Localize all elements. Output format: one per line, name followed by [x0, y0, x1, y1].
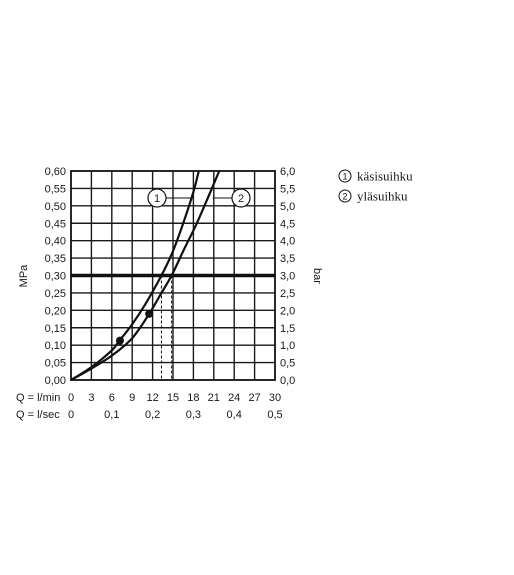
x-tick-lmin: 24 [228, 392, 240, 404]
axis-titles: MPa bar Q = l/min Q = l/sec [16, 264, 323, 421]
y-tick-left: 0,15 [45, 323, 66, 335]
y-tick-left: 0,40 [45, 236, 66, 248]
plot-border [70, 170, 276, 381]
x-tick-lmin: 0 [68, 392, 74, 404]
x-tick-lmin: 21 [208, 392, 220, 404]
y-tick-right: 5,5 [280, 183, 295, 195]
x-axis-lmin-title: Q = l/min [16, 392, 60, 404]
y-tick-right: 2,5 [280, 288, 295, 300]
x-axis-lmin-ticks: 0 3 6 9 12 15 18 21 24 27 30 [68, 392, 281, 404]
y-tick-left: 0,60 [45, 166, 66, 178]
legend-marker-2-number: 2 [342, 192, 347, 202]
curve-2-line [70, 170, 221, 381]
y-tick-right: 3,5 [280, 253, 295, 265]
x-tick-lmin: 3 [88, 392, 94, 404]
plot-frame [70, 170, 276, 381]
curves-group [70, 170, 221, 381]
y-axis-left-title: MPa [18, 264, 30, 288]
y-tick-right: 1,0 [280, 340, 295, 352]
y-tick-left: 0,30 [45, 271, 66, 283]
y-tick-left: 0,50 [45, 201, 66, 213]
curve-2-dot [145, 309, 154, 318]
chart-grid [71, 171, 275, 380]
y-tick-left: 0,20 [45, 305, 66, 317]
legend: 1 käsisuihku 2 yläsuihku [338, 169, 413, 204]
x-tick-lmin: 30 [269, 392, 281, 404]
legend-label-2: yläsuihku [357, 189, 408, 204]
marker-2-number: 2 [238, 193, 244, 205]
legend-marker-1-circle [338, 169, 352, 183]
y-tick-left: 0,35 [45, 253, 66, 265]
reference-drop-lines [160, 275, 173, 380]
y-tick-left: 0,45 [45, 218, 66, 230]
x-axis-lsec-ticks: 0 0,1 0,2 0,3 0,4 0,5 [68, 409, 283, 421]
curve-dots [115, 309, 154, 345]
x-tick-lsec: 0,3 [186, 409, 201, 421]
curve-1-dot [115, 336, 124, 345]
x-tick-lsec: 0 [68, 409, 74, 421]
y-tick-left: 0,55 [45, 183, 66, 195]
y-tick-right: 3,0 [280, 271, 295, 283]
y-tick-right: 2,0 [280, 305, 295, 317]
y-tick-left: 0,05 [45, 358, 66, 370]
x-tick-lmin: 12 [146, 392, 158, 404]
x-tick-lmin: 18 [187, 392, 199, 404]
x-axis-lsec-title: Q = l/sec [16, 409, 60, 421]
y-axis-right-ticks: 0,0 0,5 1,0 1,5 2,0 2,5 3,0 3,5 4,0 4,5 5,0 5,5 6,0 [280, 166, 295, 387]
y-tick-right: 4,0 [280, 236, 295, 248]
y-tick-right: 5,0 [280, 201, 295, 213]
y-tick-left: 0,25 [45, 288, 66, 300]
y-tick-left: 0,10 [45, 340, 66, 352]
marker-2-circle [231, 188, 251, 208]
y-tick-right: 1,5 [280, 323, 295, 335]
x-tick-lmin: 27 [248, 392, 260, 404]
y-tick-right: 4,5 [280, 218, 295, 230]
y-tick-right: 0,0 [280, 375, 295, 387]
x-tick-lsec: 0,5 [267, 409, 282, 421]
y-axis-right-title: bar [311, 268, 323, 284]
x-tick-lmin: 15 [167, 392, 179, 404]
marker-1-number: 1 [154, 193, 160, 205]
legend-marker-2-circle [338, 189, 352, 203]
x-tick-lsec: 0,4 [227, 409, 242, 421]
y-tick-right: 0,5 [280, 358, 295, 370]
y-tick-left: 0,00 [45, 375, 66, 387]
x-tick-lmin: 9 [129, 392, 135, 404]
x-tick-lsec: 0,2 [145, 409, 160, 421]
curve-1-line [70, 170, 200, 381]
y-axis-left-ticks: 0,00 0,05 0,10 0,15 0,20 0,25 0,30 0,35 0,40 0,45… [45, 166, 66, 387]
y-tick-right: 6,0 [280, 166, 295, 178]
x-tick-lsec: 0,1 [104, 409, 119, 421]
x-tick-lmin: 6 [109, 392, 115, 404]
marker-1-circle [147, 188, 167, 208]
legend-marker-1-number: 1 [342, 172, 347, 182]
legend-label-1: käsisuihku [357, 169, 413, 184]
